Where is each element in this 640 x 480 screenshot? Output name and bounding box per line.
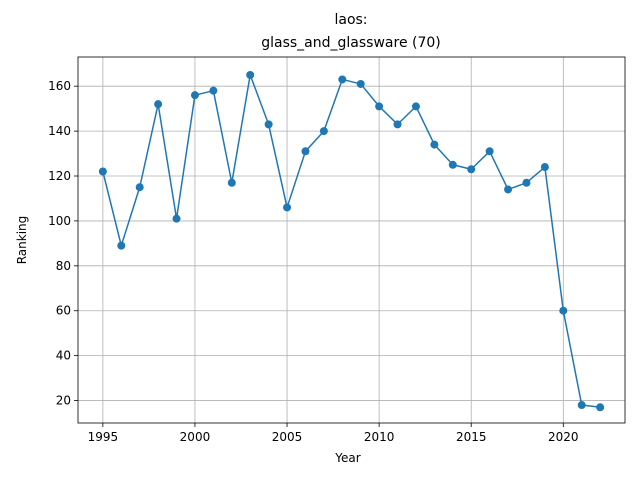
- data-point: [190, 91, 199, 100]
- x-axis-ticks: 1995 2000 2005 2010 2015 2020: [88, 423, 579, 444]
- data-point: [319, 127, 328, 136]
- data-point: [577, 401, 586, 410]
- y-tick-label: 140: [48, 124, 71, 138]
- y-axis-label: Ranking: [15, 216, 29, 265]
- x-tick-label: 2000: [180, 430, 211, 444]
- x-tick-label: 2020: [548, 430, 579, 444]
- data-point: [172, 214, 181, 223]
- chart-title-line-1: laos:: [334, 12, 367, 28]
- data-point: [98, 167, 107, 176]
- y-tick-label: 120: [48, 169, 71, 183]
- data-point: [375, 102, 384, 111]
- data-point: [448, 160, 457, 169]
- data-point: [596, 403, 605, 412]
- y-tick-label: 20: [56, 394, 71, 408]
- x-tick-label: 2005: [272, 430, 303, 444]
- y-axis-ticks: 20 40 60 80 100 120 140 160: [48, 79, 78, 408]
- data-point: [485, 147, 494, 156]
- y-tick-label: 60: [56, 304, 71, 318]
- data-point: [559, 306, 568, 315]
- x-tick-label: 1995: [88, 430, 119, 444]
- data-point: [430, 140, 439, 149]
- y-tick-label: 100: [48, 214, 71, 228]
- chart-title-line-2: glass_and_glassware (70): [261, 35, 441, 51]
- y-tick-label: 40: [56, 349, 71, 363]
- series-line: [102, 74, 601, 409]
- data-point: [356, 79, 365, 88]
- data-point: [154, 100, 163, 109]
- plot-frame: [77, 56, 626, 424]
- data-point: [540, 163, 549, 172]
- data-point: [467, 165, 476, 174]
- data-point: [283, 203, 292, 212]
- data-point: [338, 75, 347, 84]
- series-ranking: [98, 70, 605, 412]
- data-point: [522, 178, 531, 187]
- x-tick-label: 2015: [456, 430, 487, 444]
- data-point: [246, 70, 255, 79]
- y-tick-label: 160: [48, 79, 71, 93]
- data-point: [301, 147, 310, 156]
- data-point: [393, 120, 402, 129]
- data-point: [135, 183, 144, 192]
- data-point: [209, 86, 218, 95]
- data-point: [411, 102, 420, 111]
- data-point: [117, 241, 126, 250]
- data-point: [504, 185, 513, 194]
- x-tick-label: 2010: [364, 430, 395, 444]
- data-point: [227, 178, 236, 187]
- data-point: [264, 120, 273, 129]
- x-axis-label: Year: [334, 451, 360, 465]
- y-tick-label: 80: [56, 259, 71, 273]
